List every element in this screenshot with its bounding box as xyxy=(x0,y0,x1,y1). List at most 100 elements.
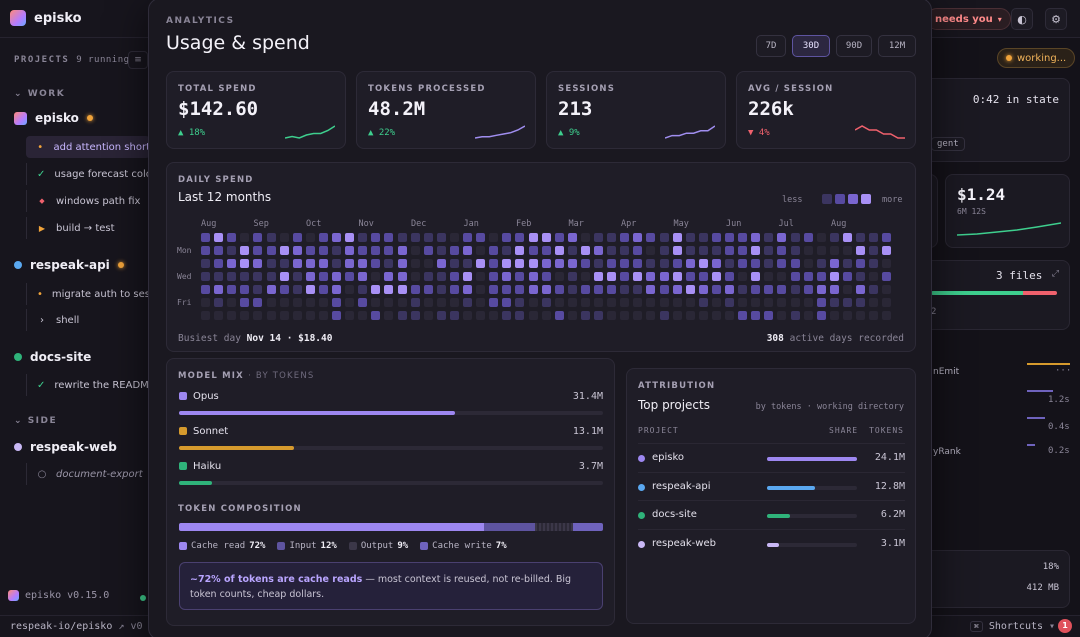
heatmap-cell[interactable] xyxy=(842,285,852,294)
heatmap-cell[interactable] xyxy=(698,259,708,268)
heatmap-cell[interactable] xyxy=(502,311,512,320)
heatmap-cell[interactable] xyxy=(725,311,734,320)
heatmap-cell[interactable] xyxy=(620,233,630,242)
heatmap-cell[interactable] xyxy=(332,233,341,242)
heatmap-cell[interactable] xyxy=(253,246,263,255)
heatmap-cell[interactable] xyxy=(594,272,603,281)
heatmap-cell[interactable] xyxy=(345,259,355,268)
task-item[interactable]: • add attention short xyxy=(26,136,150,158)
project-respeak-web[interactable]: respeak-web xyxy=(14,440,117,454)
heatmap-cell[interactable] xyxy=(580,298,590,307)
heatmap-cell[interactable] xyxy=(594,259,603,268)
heatmap-cell[interactable] xyxy=(214,246,224,255)
heatmap-cell[interactable] xyxy=(240,246,250,255)
heatmap-cell[interactable] xyxy=(711,259,721,268)
heatmap-cell[interactable] xyxy=(397,246,407,255)
heatmap-cell[interactable] xyxy=(410,233,420,242)
heatmap-cell[interactable] xyxy=(567,311,577,320)
heatmap-cell[interactable] xyxy=(567,298,577,307)
bug-icon[interactable]: 1 xyxy=(1058,619,1072,633)
heatmap-cell[interactable] xyxy=(698,285,708,294)
heatmap-cell[interactable] xyxy=(869,233,879,242)
heatmap-cell[interactable] xyxy=(528,233,538,242)
heatmap-cell[interactable] xyxy=(856,233,865,242)
heatmap-cell[interactable] xyxy=(292,259,302,268)
heatmap-cell[interactable] xyxy=(227,311,237,320)
heatmap-cell[interactable] xyxy=(371,311,381,320)
heatmap-cell[interactable] xyxy=(751,259,761,268)
heatmap-cell[interactable] xyxy=(436,311,446,320)
heatmap-cell[interactable] xyxy=(567,246,577,255)
project-row[interactable]: episko 24.1M xyxy=(638,443,905,471)
heatmap-cell[interactable] xyxy=(528,259,538,268)
heatmap-cell[interactable] xyxy=(790,272,800,281)
heatmap-cell[interactable] xyxy=(580,233,590,242)
heatmap-cell[interactable] xyxy=(594,285,603,294)
heatmap-cell[interactable] xyxy=(659,298,669,307)
heatmap-cell[interactable] xyxy=(358,298,368,307)
heatmap-cell[interactable] xyxy=(528,272,538,281)
heatmap-cell[interactable] xyxy=(515,311,525,320)
heatmap-cell[interactable] xyxy=(842,246,852,255)
heatmap-cell[interactable] xyxy=(541,259,551,268)
heatmap-cell[interactable] xyxy=(869,272,879,281)
heatmap-cell[interactable] xyxy=(738,298,748,307)
heatmap-cell[interactable] xyxy=(816,285,826,294)
heatmap-cell[interactable] xyxy=(580,259,590,268)
heatmap-cell[interactable] xyxy=(410,311,420,320)
heatmap-cell[interactable] xyxy=(803,311,813,320)
heatmap-cell[interactable] xyxy=(672,272,682,281)
heatmap-cell[interactable] xyxy=(882,259,892,268)
heatmap-cell[interactable] xyxy=(620,272,630,281)
heatmap-cell[interactable] xyxy=(489,298,499,307)
trace-more[interactable]: ··· xyxy=(1055,366,1072,376)
heatmap-cell[interactable] xyxy=(489,272,499,281)
heatmap-cell[interactable] xyxy=(397,311,407,320)
heatmap-cell[interactable] xyxy=(790,311,800,320)
heatmap-cell[interactable] xyxy=(371,259,381,268)
heatmap-cell[interactable] xyxy=(725,246,734,255)
heatmap-cell[interactable] xyxy=(318,285,328,294)
heatmap-cell[interactable] xyxy=(698,298,708,307)
heatmap-cell[interactable] xyxy=(738,311,748,320)
heatmap-cell[interactable] xyxy=(397,298,407,307)
heatmap-cell[interactable] xyxy=(856,285,865,294)
gear-icon[interactable]: ⚙ xyxy=(1045,8,1067,30)
heatmap-cell[interactable] xyxy=(253,285,263,294)
range-7d[interactable]: 7D xyxy=(756,35,786,57)
heatmap-cell[interactable] xyxy=(515,272,525,281)
heatmap-cell[interactable] xyxy=(777,272,787,281)
heatmap-cell[interactable] xyxy=(266,233,276,242)
heatmap-cell[interactable] xyxy=(384,246,394,255)
theme-toggle-icon[interactable]: ◐ xyxy=(1011,8,1033,30)
heatmap-cell[interactable] xyxy=(633,259,643,268)
heatmap-cell[interactable] xyxy=(607,246,617,255)
heatmap-cell[interactable] xyxy=(829,311,839,320)
heatmap-cell[interactable] xyxy=(371,233,381,242)
heatmap-cell[interactable] xyxy=(816,298,826,307)
heatmap-cell[interactable] xyxy=(672,285,682,294)
heatmap-cell[interactable] xyxy=(332,246,341,255)
heatmap-cell[interactable] xyxy=(541,285,551,294)
heatmap-cell[interactable] xyxy=(305,285,315,294)
heatmap-cell[interactable] xyxy=(201,246,210,255)
heatmap-cell[interactable] xyxy=(856,298,865,307)
heatmap-cell[interactable] xyxy=(882,285,892,294)
heatmap-cell[interactable] xyxy=(711,298,721,307)
heatmap-cell[interactable] xyxy=(227,298,237,307)
heatmap-cell[interactable] xyxy=(476,311,486,320)
heatmap-cell[interactable] xyxy=(410,272,420,281)
heatmap-cell[interactable] xyxy=(842,272,852,281)
heatmap-cell[interactable] xyxy=(764,298,774,307)
heatmap-cell[interactable] xyxy=(489,246,499,255)
heatmap-cell[interactable] xyxy=(384,285,394,294)
heatmap-cell[interactable] xyxy=(541,311,551,320)
heatmap-cell[interactable] xyxy=(318,272,328,281)
heatmap-cell[interactable] xyxy=(607,233,617,242)
heatmap-cell[interactable] xyxy=(423,259,433,268)
heatmap-cell[interactable] xyxy=(554,272,564,281)
heatmap-cell[interactable] xyxy=(777,285,787,294)
project-row[interactable]: respeak-api 12.8M xyxy=(638,471,905,500)
filter-icon[interactable]: ≡ xyxy=(128,51,148,69)
heatmap-cell[interactable] xyxy=(449,311,459,320)
